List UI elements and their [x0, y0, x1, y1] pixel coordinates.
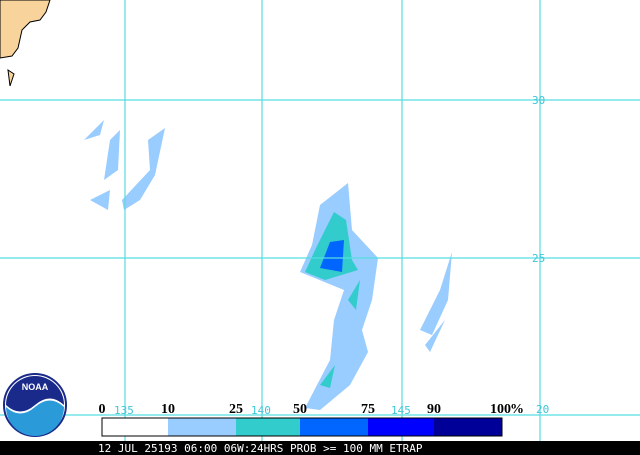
- logo-text: NOAA: [22, 382, 49, 392]
- footer-text: 12 JUL 25193 06:00 06W:24HRS PROB >= 100…: [98, 442, 423, 455]
- lat-label: 25: [532, 252, 545, 265]
- legend-unit: %: [510, 402, 524, 417]
- legend-label: 25: [229, 402, 243, 417]
- lon-label: 145: [391, 404, 411, 417]
- logo: NOAA: [3, 373, 67, 437]
- legend-label: 0: [99, 402, 106, 417]
- lon-label: 140: [251, 404, 271, 417]
- lat-label: 30: [532, 94, 545, 107]
- graticule: [0, 0, 640, 441]
- legend-label: 10: [161, 402, 175, 417]
- legend-label: 75: [361, 402, 375, 417]
- lon-label: 135: [114, 404, 134, 417]
- land: [0, 0, 51, 59]
- legend: [101, 417, 503, 437]
- legend-label: 100: [490, 402, 511, 417]
- land: [7, 68, 15, 87]
- legend-label: 90: [427, 402, 441, 417]
- precipitation: [84, 120, 452, 410]
- legend-label: 50: [293, 402, 307, 417]
- footer-bar: [0, 441, 640, 455]
- lat-label: 20: [536, 403, 549, 416]
